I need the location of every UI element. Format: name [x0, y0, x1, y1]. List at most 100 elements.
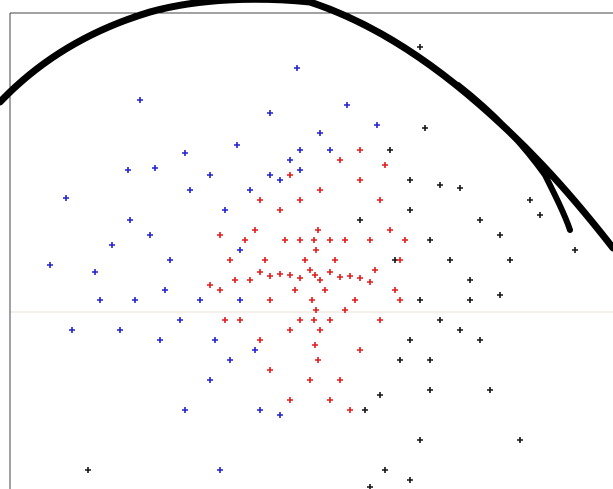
- scatter-point: [402, 237, 408, 243]
- scatter-point: [207, 172, 213, 178]
- scatter-point: [407, 177, 413, 183]
- scatter-point: [342, 237, 348, 243]
- points: [47, 44, 578, 489]
- scatter-point: [227, 357, 233, 363]
- scatter-point: [327, 269, 333, 275]
- scatter-point: [257, 337, 263, 343]
- scatter-point: [85, 467, 91, 473]
- scatter-point: [267, 367, 273, 373]
- hand-drawn-stroke: [458, 85, 570, 230]
- scatter-point: [182, 150, 188, 156]
- scatter-point: [377, 317, 383, 323]
- scatter-point: [187, 187, 193, 193]
- scatter-point: [302, 257, 308, 263]
- scatter-point: [237, 317, 243, 323]
- scatter-point: [387, 147, 393, 153]
- scatter-point: [212, 337, 218, 343]
- scatter-point: [217, 287, 223, 293]
- scatter-point: [327, 317, 333, 323]
- scatter-point: [327, 147, 333, 153]
- scatter-point: [537, 212, 543, 218]
- scatter-point: [97, 297, 103, 303]
- scatter-point: [387, 227, 393, 233]
- scatter-point: [257, 407, 263, 413]
- scatter-point: [177, 317, 183, 323]
- scatter-point: [374, 122, 380, 128]
- scatter-point: [297, 275, 303, 281]
- scatter-point: [317, 130, 323, 136]
- scatter-point: [467, 297, 473, 303]
- scatter-point: [487, 387, 493, 393]
- scatter-point: [247, 277, 253, 283]
- scatter-point: [397, 257, 403, 263]
- scatter-point: [497, 232, 503, 238]
- scatter-point: [307, 267, 313, 273]
- scatter-point: [392, 287, 398, 293]
- scatter-point: [92, 269, 98, 275]
- scatter-point: [507, 257, 513, 263]
- scatter-point: [152, 165, 158, 171]
- scatter-point: [147, 232, 153, 238]
- scatter-point: [182, 407, 188, 413]
- scatter-point: [297, 197, 303, 203]
- scatter-point: [132, 297, 138, 303]
- scatter-point: [382, 162, 388, 168]
- scatter-point: [247, 187, 253, 193]
- scatter-point: [109, 242, 115, 248]
- scatter-point: [287, 272, 293, 278]
- scatter-point: [422, 125, 428, 131]
- scatter-point: [309, 297, 315, 303]
- scatter-point: [312, 272, 318, 278]
- scatter-point: [277, 271, 283, 277]
- scatter-point: [157, 337, 163, 343]
- scatter-point: [357, 217, 363, 223]
- scatter-point: [357, 177, 363, 183]
- scatter-point: [47, 262, 53, 268]
- scatter-point: [377, 392, 383, 398]
- scatter-point: [297, 167, 303, 173]
- scatter-point: [217, 232, 223, 238]
- scatter-point: [337, 274, 343, 280]
- scatter-point: [315, 227, 321, 233]
- scatter-point: [262, 257, 268, 263]
- scatter-point: [162, 287, 168, 293]
- scatter-point: [317, 327, 323, 333]
- scatter-point: [427, 357, 433, 363]
- scatter-point: [477, 217, 483, 223]
- scatter-point: [417, 44, 423, 50]
- scatter-point: [347, 407, 353, 413]
- scatter-point: [277, 412, 283, 418]
- scatter-point: [277, 207, 283, 213]
- scatter-point: [257, 197, 263, 203]
- scatter-point: [222, 207, 228, 213]
- scatter-point: [311, 237, 317, 243]
- scatter-point: [287, 327, 293, 333]
- scatter-point: [222, 317, 228, 323]
- scatter-point: [294, 65, 300, 71]
- scatter-point: [63, 195, 69, 201]
- scatter-point: [287, 157, 293, 163]
- scatter-point: [137, 97, 143, 103]
- scatter-point: [125, 167, 131, 173]
- scatter-point: [267, 172, 273, 178]
- scatter-point: [397, 357, 403, 363]
- scatter-point: [252, 347, 258, 353]
- scatter-point: [497, 292, 503, 298]
- scatter-point: [447, 257, 453, 263]
- scatter-point: [417, 437, 423, 443]
- scatter-point: [344, 102, 350, 108]
- scatter-point: [437, 182, 443, 188]
- scatter-point: [367, 484, 373, 489]
- hand-drawn-curve: [0, 0, 613, 248]
- scatter-point: [327, 237, 333, 243]
- scatter-point: [367, 279, 373, 285]
- scatter-point: [287, 397, 293, 403]
- scatter-point: [352, 297, 358, 303]
- scatter-point: [477, 337, 483, 343]
- scatter-point: [315, 357, 321, 363]
- scatter-point: [457, 185, 463, 191]
- scatter-point: [237, 297, 243, 303]
- scatter-point: [242, 237, 248, 243]
- scatter-point: [297, 237, 303, 243]
- scatter-point: [117, 327, 123, 333]
